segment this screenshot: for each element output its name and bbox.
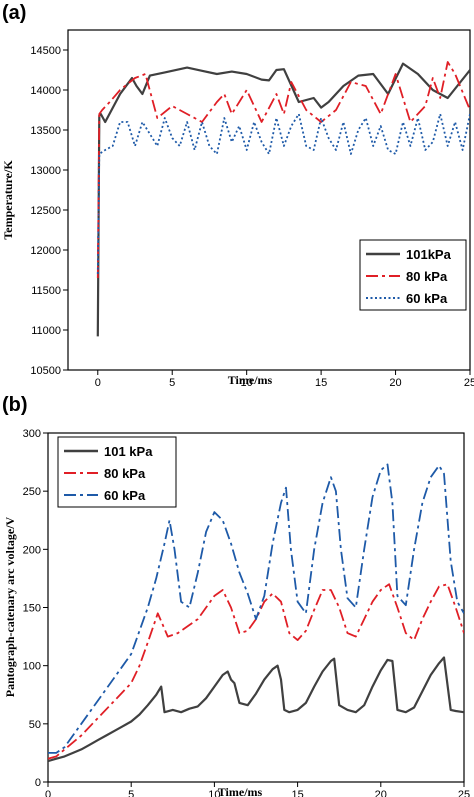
series-line-1 bbox=[48, 656, 464, 763]
legend: 101 kPa 80 kPa 60 kPa bbox=[57, 436, 177, 508]
legend-label: 60 kPa bbox=[104, 488, 146, 503]
x-tick-label: 10 bbox=[241, 377, 253, 389]
y-tick-label: 10500 bbox=[30, 365, 61, 377]
y-tick-label: 11000 bbox=[31, 325, 61, 337]
panel-a-temperature-chart: (a) 10500 11000 11500 12000 12500 13000 13500 1… bbox=[1, 2, 474, 389]
y-tick-label: 14000 bbox=[30, 85, 61, 97]
y-tick-label: 0 bbox=[35, 777, 41, 789]
x-axis-label: Time/ms bbox=[218, 785, 263, 797]
panel-b-voltage-chart: (b) 0 50 100 150 200 250 300 0 5 10 15 20 25 Time/ms P… bbox=[2, 394, 470, 797]
legend-label: 101kPa bbox=[406, 247, 452, 262]
legend-label: 80 kPa bbox=[104, 466, 146, 481]
x-tick-label: 0 bbox=[95, 377, 101, 389]
x-tick-label: 25 bbox=[464, 377, 474, 389]
x-tick-label: 5 bbox=[169, 377, 175, 389]
legend-label: 60 kPa bbox=[406, 291, 448, 306]
panel-b-label: (b) bbox=[2, 394, 28, 416]
y-axis-label: Pantograph-catenary arc voltage/V bbox=[3, 516, 17, 697]
x-tick-label: 15 bbox=[291, 789, 303, 797]
y-tick-label: 13000 bbox=[30, 165, 61, 177]
legend-label: 101 kPa bbox=[104, 444, 153, 459]
legend: 101kPa 80 kPa 60 kPa bbox=[359, 239, 467, 311]
y-tick-label: 150 bbox=[23, 603, 41, 615]
y-tick-label: 200 bbox=[23, 544, 41, 556]
y-tick-label: 13500 bbox=[30, 125, 61, 137]
y-tick-label: 14500 bbox=[30, 45, 61, 57]
y-tick-label: 250 bbox=[23, 486, 41, 498]
y-tick-label: 12000 bbox=[30, 245, 61, 257]
y-tick-label: 100 bbox=[23, 661, 41, 673]
x-axis-label: Time/ms bbox=[228, 373, 273, 387]
series-line-3 bbox=[48, 463, 464, 754]
x-tick-label: 15 bbox=[315, 377, 327, 389]
legend-label: 80 kPa bbox=[406, 269, 448, 284]
x-tick-label: 20 bbox=[375, 789, 387, 797]
x-tick-label: 0 bbox=[45, 789, 51, 797]
y-tick-label: 11500 bbox=[31, 285, 61, 297]
series-line-2 bbox=[48, 583, 464, 760]
y-tick-label: 50 bbox=[29, 719, 41, 731]
series-line-3 bbox=[96, 113, 470, 275]
series-line-2 bbox=[96, 61, 470, 279]
x-tick-label: 10 bbox=[208, 789, 220, 797]
x-tick-label: 5 bbox=[128, 789, 134, 797]
temp-plot-frame bbox=[67, 29, 471, 371]
y-tick-label: 12500 bbox=[30, 205, 61, 217]
y-tick-label: 300 bbox=[23, 428, 41, 440]
panel-a-label: (a) bbox=[2, 2, 26, 24]
x-tick-label: 25 bbox=[458, 789, 470, 797]
legend-box bbox=[57, 436, 177, 508]
y-axis-label: Temperature/K bbox=[1, 160, 15, 240]
x-tick-label: 20 bbox=[389, 377, 401, 389]
